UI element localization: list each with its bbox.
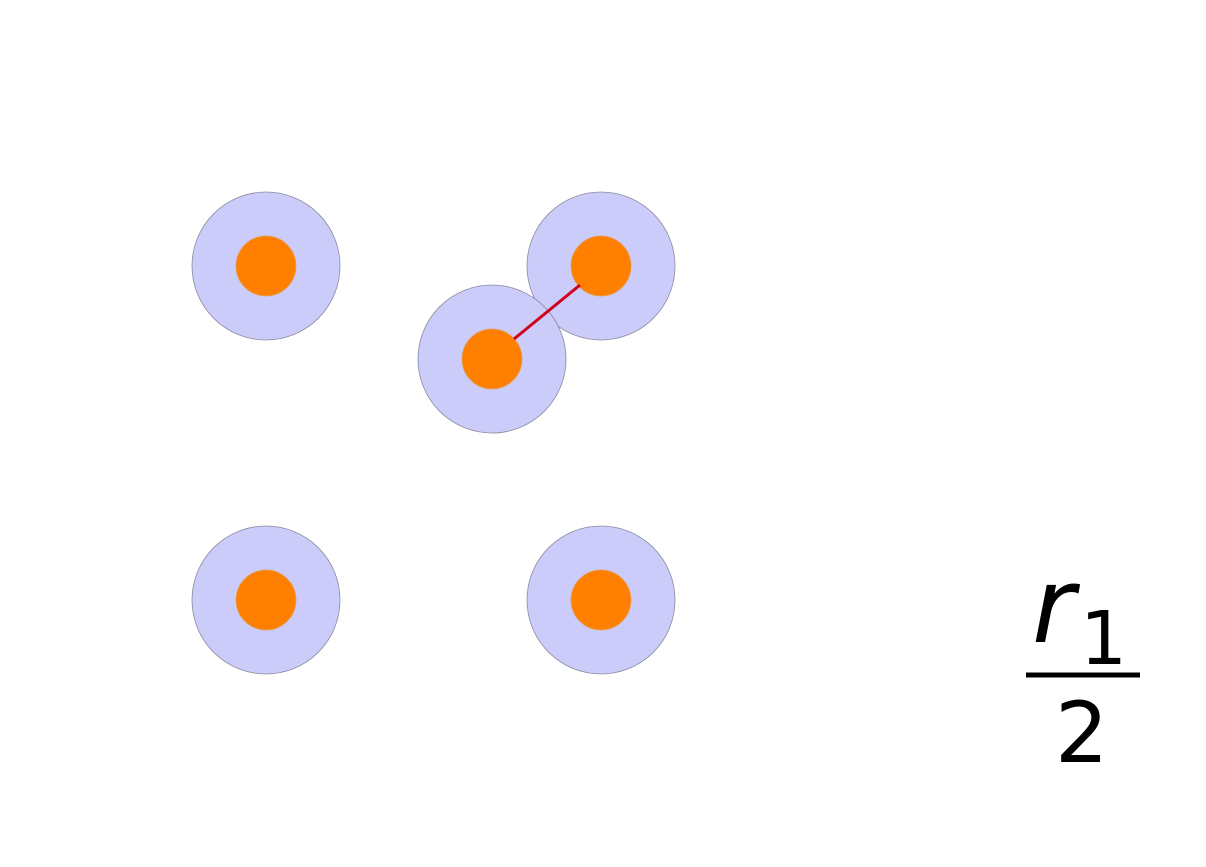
particle-top-right xyxy=(526,191,676,341)
fraction-label: r 1 2 xyxy=(1026,545,1140,782)
particle-bottom-right xyxy=(526,525,676,675)
particle-center xyxy=(417,284,567,434)
particle-top-left xyxy=(191,191,341,341)
fraction-numerator-variable: r xyxy=(1032,545,1081,667)
particle-core xyxy=(570,235,632,297)
fraction-numerator-subscript: 1 xyxy=(1080,596,1127,682)
fraction-denominator: 2 xyxy=(1055,684,1108,782)
bond-line xyxy=(513,283,581,341)
particle-bottom-left xyxy=(191,525,341,675)
particle-core xyxy=(461,328,523,390)
particle-core xyxy=(235,569,297,631)
particle-core xyxy=(570,569,632,631)
particle-core xyxy=(235,235,297,297)
